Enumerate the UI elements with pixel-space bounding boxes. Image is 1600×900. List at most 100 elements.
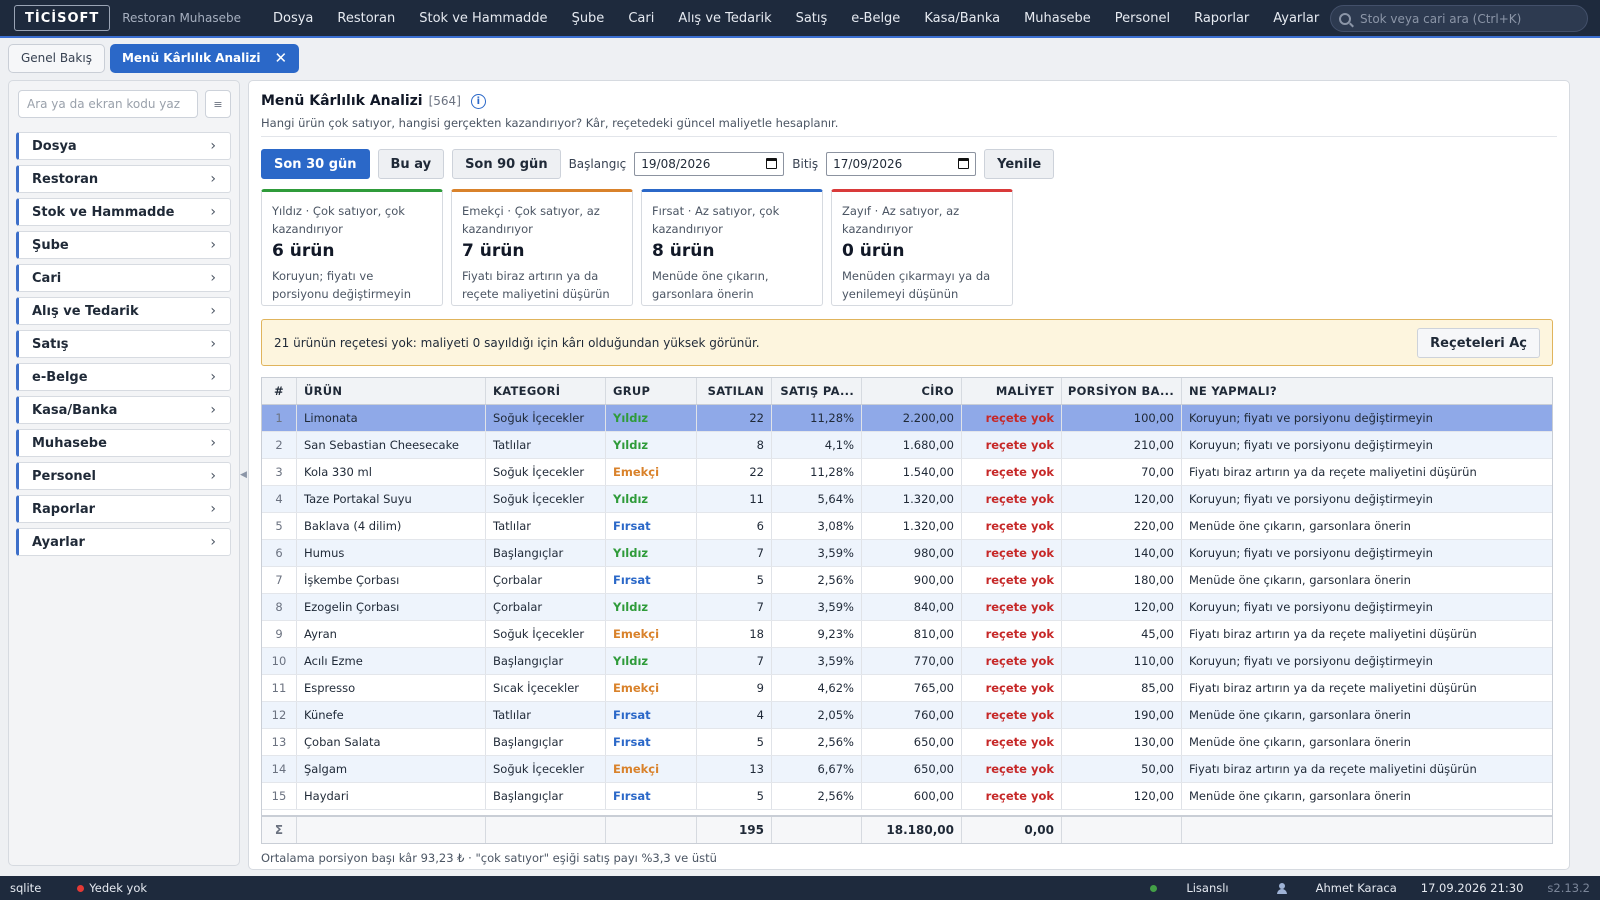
card-title: Yıldız · Çok satıyor, çok kazandırıyor xyxy=(272,204,405,236)
table-row[interactable]: 2 San Sebastian Cheesecake Tatlılar Yıldız 8… xyxy=(262,432,1552,459)
table-row[interactable]: 12 Künefe Tatlılar Fırsat 4 2,05% 760,00 reçete… xyxy=(262,702,1552,729)
end-date-input[interactable]: 17/09/2026 xyxy=(826,152,977,176)
menu-item-satis[interactable]: Satış xyxy=(795,10,828,26)
column-header-revenue[interactable]: CİRO xyxy=(862,378,962,404)
app-name: Restoran Muhasebe xyxy=(122,11,241,25)
cell-sold-count: 13 xyxy=(697,756,772,782)
sidebar-item-raporlar[interactable]: Raporlar › xyxy=(16,495,231,523)
cell-cost: reçete yok xyxy=(962,540,1062,566)
menu-item-restoran[interactable]: Restoran xyxy=(337,10,396,26)
table-row[interactable]: 13 Çoban Salata Başlangıçlar Fırsat 5 2,56% 65… xyxy=(262,729,1552,756)
sidebar-item-ayarlar[interactable]: Ayarlar › xyxy=(16,528,231,556)
global-search-input[interactable]: Stok veya cari ara (Ctrl+K) xyxy=(1330,5,1588,32)
summary-card[interactable]: Emekçi · Çok satıyor, az kazandırıyor 7 ü… xyxy=(451,189,633,306)
table-row[interactable]: 3 Kola 330 ml Soğuk İçecekler Emekçi 22 11,28… xyxy=(262,459,1552,486)
backup-text: Yedek yok xyxy=(89,881,148,895)
menu-item-dosya[interactable]: Dosya xyxy=(273,10,314,26)
sidebar-item-label: Şube xyxy=(32,237,69,253)
cell-category: Soğuk İçecekler xyxy=(486,621,606,647)
sidebar-item-restoran[interactable]: Restoran › xyxy=(16,165,231,193)
cell-cost: reçete yok xyxy=(962,594,1062,620)
column-header-row-number[interactable]: # xyxy=(262,378,297,404)
cell-portion-profit: 220,00 xyxy=(1062,513,1182,539)
table-header: # ÜRÜN KATEGORİ GRUP SATILAN SATIŞ PA... CİRO M… xyxy=(262,378,1552,405)
column-header-portion-profit[interactable]: PORSİYON BA... xyxy=(1062,378,1182,404)
menu-item-e-belge[interactable]: e-Belge xyxy=(851,10,901,26)
chevron-right-icon: › xyxy=(210,501,216,517)
sidebar-item-sube[interactable]: Şube › xyxy=(16,231,231,259)
this-month-button[interactable]: Bu ay xyxy=(377,149,445,179)
cell-recommendation: Menüde öne çıkarın, garsonlara önerin xyxy=(1189,573,1411,587)
column-header-group[interactable]: GRUP xyxy=(606,378,697,404)
calendar-icon[interactable] xyxy=(958,158,970,169)
table-row[interactable]: 7 İşkembe Çorbası Çorbalar Fırsat 5 2,56% 900,… xyxy=(262,567,1552,594)
table-row[interactable]: 10 Acılı Ezme Başlangıçlar Yıldız 7 3,59% 770,… xyxy=(262,648,1552,675)
search-placeholder: Stok veya cari ara (Ctrl+K) xyxy=(1360,11,1522,26)
menu-item-ayarlar[interactable]: Ayarlar xyxy=(1273,10,1320,26)
sidebar-item-e-belge[interactable]: e-Belge › xyxy=(16,363,231,391)
table-row[interactable]: 5 Baklava (4 dilim) Tatlılar Fırsat 6 3,08% 1.… xyxy=(262,513,1552,540)
refresh-button[interactable]: Yenile xyxy=(984,149,1055,179)
sidebar-item-dosya[interactable]: Dosya › xyxy=(16,132,231,160)
sidebar-collapse-icon[interactable]: ◀ xyxy=(240,470,247,480)
cell-recommendation: Menüde öne çıkarın, garsonlara önerin xyxy=(1189,735,1411,749)
table-row[interactable]: 11 Espresso Sıcak İçecekler Emekçi 9 4,62% 765… xyxy=(262,675,1552,702)
sidebar-item-muhasebe[interactable]: Muhasebe › xyxy=(16,429,231,457)
column-header-recommendation[interactable]: NE YAPMALI? xyxy=(1189,384,1277,398)
summary-card[interactable]: Yıldız · Çok satıyor, çok kazandırıyor 6 … xyxy=(261,189,443,306)
sidebar-search-input[interactable]: Ara ya da ekran kodu yaz xyxy=(18,90,198,118)
table-row[interactable]: 15 Haydari Başlangıçlar Fırsat 5 2,56% 600,00 r… xyxy=(262,783,1552,810)
menu-item-personel[interactable]: Personel xyxy=(1114,10,1171,26)
column-header-sales-share[interactable]: SATIŞ PA... xyxy=(772,378,862,404)
column-header-cost[interactable]: MALİYET xyxy=(962,378,1062,404)
sidebar-item-cari[interactable]: Cari › xyxy=(16,264,231,292)
column-header-sold-count[interactable]: SATILAN xyxy=(697,378,772,404)
table-row[interactable]: 14 Şalgam Soğuk İçecekler Emekçi 13 6,67% 650,… xyxy=(262,756,1552,783)
app-logo[interactable]: TİCİSOFT xyxy=(14,5,111,31)
table-row[interactable]: 9 Ayran Soğuk İçecekler Emekçi 18 9,23% 810,00… xyxy=(262,621,1552,648)
table-row[interactable]: 6 Humus Başlangıçlar Yıldız 7 3,59% 980,00 reçe… xyxy=(262,540,1552,567)
backup-status[interactable]: Yedek yok xyxy=(77,881,147,895)
open-recipes-button[interactable]: Reçeteleri Aç xyxy=(1417,328,1540,358)
summary-card[interactable]: Fırsat · Az satıyor, çok kazandırıyor 8 ü… xyxy=(641,189,823,306)
chevron-right-icon: › xyxy=(210,171,216,187)
cell-product-name: Espresso xyxy=(297,675,486,701)
sidebar-item-personel[interactable]: Personel › xyxy=(16,462,231,490)
current-user[interactable]: Ahmet Karaca xyxy=(1253,881,1397,895)
summary-card[interactable]: Zayıf · Az satıyor, az kazandırıyor 0 ürü… xyxy=(831,189,1013,306)
menu-item-cari[interactable]: Cari xyxy=(628,10,655,26)
menu-item-muhasebe[interactable]: Muhasebe xyxy=(1024,10,1091,26)
table-row[interactable]: 4 Taze Portakal Suyu Soğuk İçecekler Yıldız… xyxy=(262,486,1552,513)
card-title: Fırsat · Az satıyor, çok kazandırıyor xyxy=(652,204,780,236)
cell-category: Başlangıçlar xyxy=(486,729,606,755)
column-header-category[interactable]: KATEGORİ xyxy=(486,378,606,404)
close-icon[interactable]: ✕ xyxy=(274,49,288,67)
cell-product-name: Acılı Ezme xyxy=(297,648,486,674)
divider xyxy=(261,136,1557,137)
start-date-input[interactable]: 19/08/2026 xyxy=(634,152,785,176)
column-header-product-name[interactable]: ÜRÜN xyxy=(297,378,486,404)
sidebar-item-stok-ve-hammadde[interactable]: Stok ve Hammadde › xyxy=(16,198,231,226)
footer-cell xyxy=(297,817,486,843)
tab-genel-bakis[interactable]: Genel Bakış xyxy=(8,43,105,73)
cell-sold-count: 8 xyxy=(697,432,772,458)
table-row[interactable]: 8 Ezogelin Çorbası Çorbalar Yıldız 7 3,59% 840… xyxy=(262,594,1552,621)
calendar-icon[interactable] xyxy=(766,158,778,169)
menu-item-kasa-banka[interactable]: Kasa/Banka xyxy=(924,10,1001,26)
cell-row-number: 13 xyxy=(262,729,297,755)
tab-menu-karlilik[interactable]: Menü Kârlılık Analizi ✕ xyxy=(109,43,300,73)
menu-item-stok-ve-hammadde[interactable]: Stok ve Hammadde xyxy=(419,10,548,26)
menu-item-alis-ve-tedarik[interactable]: Alış ve Tedarik xyxy=(678,10,772,26)
last-30-days-button[interactable]: Son 30 gün xyxy=(261,149,370,179)
last-90-days-button[interactable]: Son 90 gün xyxy=(452,149,561,179)
menu-item-raporlar[interactable]: Raporlar xyxy=(1194,10,1250,26)
sidebar-item-alis-ve-tedarik[interactable]: Alış ve Tedarik › xyxy=(16,297,231,325)
chevron-right-icon: › xyxy=(210,336,216,352)
sidebar-menu-button[interactable]: ≡ xyxy=(205,90,231,118)
sidebar-item-kasa-banka[interactable]: Kasa/Banka › xyxy=(16,396,231,424)
card-value: 0 ürün xyxy=(842,241,905,261)
table-row[interactable]: 1 Limonata Soğuk İçecekler Yıldız 22 11,28% 2.… xyxy=(262,405,1552,432)
info-icon[interactable]: i xyxy=(470,93,486,109)
menu-item-sube[interactable]: Şube xyxy=(571,10,605,26)
sidebar-item-satis[interactable]: Satış › xyxy=(16,330,231,358)
